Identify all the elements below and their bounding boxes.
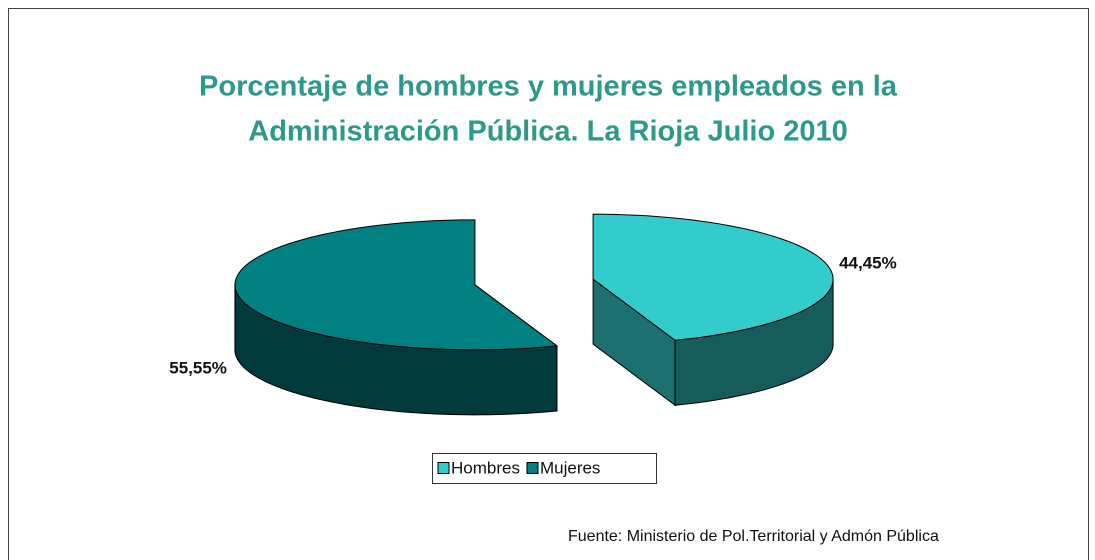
source: Fuente: Ministerio de Pol.Territorial y …	[568, 528, 939, 545]
legend-swatch	[526, 462, 539, 474]
legend-box	[432, 453, 657, 484]
legend-label: Mujeres	[540, 458, 600, 477]
legend-swatch	[437, 462, 450, 474]
chart-title: Administración Pública. La Rioja Julio 2…	[248, 116, 848, 148]
chart-title: Porcentaje de hombres y mujeres empleado…	[199, 71, 898, 103]
slice-top	[592, 213, 834, 341]
slice-top	[234, 219, 559, 351]
value-label: 44,45%	[839, 254, 897, 273]
slice	[592, 213, 834, 407]
legend-label: Hombres	[451, 458, 520, 477]
slice	[234, 219, 559, 416]
value-label: 55,55%	[169, 358, 227, 377]
